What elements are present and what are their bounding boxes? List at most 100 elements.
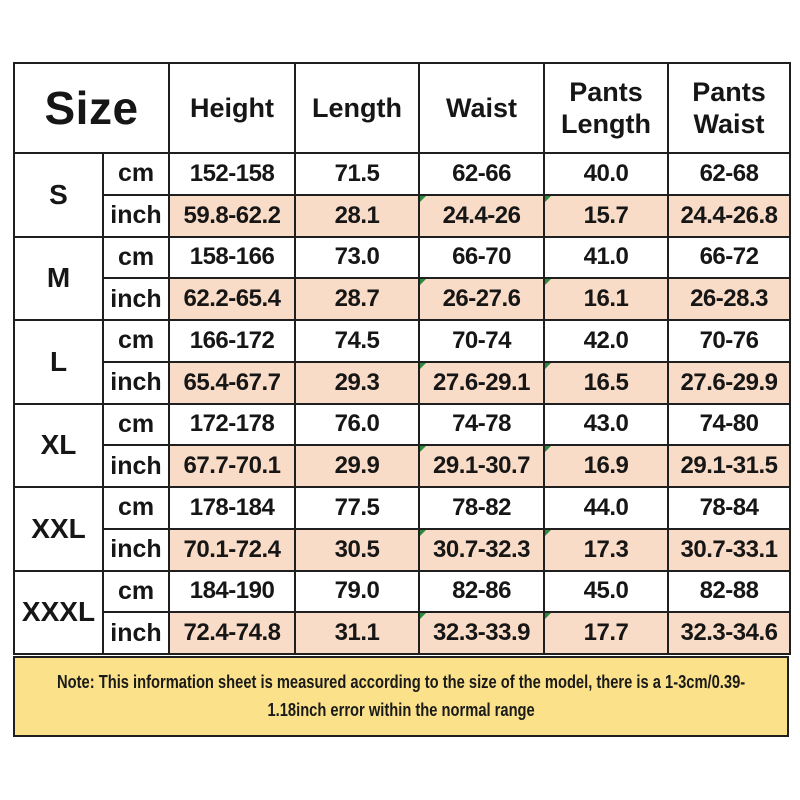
data-cell: 17.7: [543, 611, 670, 655]
data-cell: 27.6-29.1: [418, 360, 546, 405]
unit-label-inch: inch: [101, 193, 171, 238]
data-cell: 26-28.3: [667, 277, 792, 321]
column-header-pants-length: Pants Length: [543, 62, 670, 154]
size-row-cm: XL cm 172-178 76.0 74-78 43.0 74-80: [13, 402, 792, 488]
data-cell: 70.1-72.4: [168, 527, 297, 572]
data-cell: 31.1: [294, 611, 421, 655]
data-cell: 30.5: [294, 527, 421, 572]
cell-flag-icon: [420, 613, 427, 620]
column-header-pants-waist: Pants Waist: [667, 62, 792, 154]
data-cell: 74-80: [667, 402, 792, 447]
cell-value: 17.3: [583, 535, 629, 563]
data-cell: 66-72: [667, 235, 792, 280]
data-cell: 24.4-26: [418, 193, 546, 238]
data-cell: 43.0: [543, 402, 670, 447]
column-header-height: Height: [168, 62, 297, 154]
data-cell: 78-84: [667, 486, 792, 530]
size-row-inch: inch 59.8-62.2 28.1 24.4-26 15.7 24.4-26…: [14, 193, 792, 238]
cell-flag-icon: [545, 613, 552, 620]
data-cell: 17.3: [543, 527, 670, 572]
data-cell: 70-74: [418, 319, 546, 363]
data-cell: 16.1: [543, 277, 670, 321]
cell-flag-icon: [545, 529, 552, 536]
cell-value: 16.9: [583, 452, 629, 480]
data-cell: 79.0: [294, 569, 421, 614]
data-cell: 40.0: [543, 152, 670, 196]
data-cell: 172-178: [168, 402, 297, 447]
data-cell: 82-88: [667, 569, 792, 614]
cell-flag-icon: [545, 362, 552, 369]
cell-flag-icon: [545, 195, 552, 202]
cell-flag-icon: [420, 446, 427, 453]
data-cell: 29.3: [294, 360, 421, 405]
note-line-2: 1.18inch error within the normal range: [267, 699, 535, 720]
data-cell: 32.3-33.9: [418, 611, 546, 655]
size-row-inch: inch 72.4-74.8 31.1 32.3-33.9 17.7 32.3-…: [14, 611, 792, 655]
size-table: Size Height Length Waist Pants Length Pa…: [12, 62, 792, 655]
unit-label-cm: cm: [101, 152, 171, 196]
cell-value: 24.4-26: [442, 201, 521, 229]
size-header: Size: [12, 62, 171, 154]
size-label-xl: XL: [13, 402, 104, 488]
data-cell: 16.5: [543, 360, 670, 405]
size-label-m: M: [13, 235, 104, 321]
unit-label-inch: inch: [101, 611, 171, 655]
header-row: Size Height Length Waist Pants Length Pa…: [12, 62, 792, 154]
cell-value: 16.5: [583, 368, 629, 396]
cell-value: 26-27.6: [442, 285, 521, 313]
data-cell: 62-66: [418, 152, 546, 196]
data-cell: 44.0: [543, 486, 670, 530]
cell-value: 15.7: [583, 201, 629, 229]
data-cell: 72.4-74.8: [168, 611, 297, 655]
data-cell: 73.0: [294, 235, 421, 280]
data-cell: 178-184: [168, 486, 297, 530]
data-cell: 26-27.6: [418, 277, 546, 321]
data-cell: 62-68: [667, 152, 792, 196]
cell-value: 27.6-29.1: [433, 368, 530, 396]
column-header-waist: Waist: [418, 62, 546, 154]
cell-value: 29.1-30.7: [433, 452, 530, 480]
note-text: Note: This information sheet is measured…: [57, 669, 745, 725]
data-cell: 59.8-62.2: [168, 193, 297, 238]
size-row-inch: inch 67.7-70.1 29.9 29.1-30.7 16.9 29.1-…: [14, 444, 792, 488]
size-row-inch: inch 62.2-65.4 28.7 26-27.6 16.1 26-28.3: [14, 277, 792, 321]
data-cell: 67.7-70.1: [168, 444, 297, 488]
size-row-cm: M cm 158-166 73.0 66-70 41.0 66-72: [13, 235, 792, 321]
data-cell: 41.0: [543, 235, 670, 280]
unit-label-inch: inch: [101, 277, 171, 321]
data-cell: 78-82: [418, 486, 546, 530]
data-cell: 29.1-30.7: [418, 444, 546, 488]
unit-label-cm: cm: [101, 402, 171, 447]
data-cell: 62.2-65.4: [168, 277, 297, 321]
data-cell: 152-158: [168, 152, 297, 196]
data-cell: 158-166: [168, 235, 297, 280]
data-cell: 45.0: [543, 569, 670, 614]
data-cell: 42.0: [543, 319, 670, 363]
size-label-xxxl: XXXL: [13, 569, 104, 655]
unit-label-inch: inch: [101, 360, 171, 405]
data-cell: 32.3-34.6: [667, 611, 792, 655]
data-cell: 30.7-33.1: [667, 527, 792, 572]
cell-value: 17.7: [583, 619, 629, 647]
unit-label-inch: inch: [101, 527, 171, 572]
data-cell: 166-172: [168, 319, 297, 363]
size-label-s: S: [13, 152, 104, 238]
cell-flag-icon: [420, 362, 427, 369]
data-cell: 66-70: [418, 235, 546, 280]
size-row-cm: XXL cm 178-184 77.5 78-82 44.0 78-84: [13, 486, 792, 572]
data-cell: 16.9: [543, 444, 670, 488]
data-cell: 28.1: [294, 193, 421, 238]
data-cell: 77.5: [294, 486, 421, 530]
data-cell: 65.4-67.7: [168, 360, 297, 405]
data-cell: 74-78: [418, 402, 546, 447]
unit-label-cm: cm: [101, 569, 171, 614]
cell-flag-icon: [545, 446, 552, 453]
cell-flag-icon: [545, 279, 552, 286]
data-cell: 30.7-32.3: [418, 527, 546, 572]
unit-label-inch: inch: [101, 444, 171, 488]
column-header-length: Length: [294, 62, 421, 154]
size-row-cm: S cm 152-158 71.5 62-66 40.0 62-68: [13, 152, 792, 238]
data-cell: 27.6-29.9: [667, 360, 792, 405]
size-label-xxl: XXL: [13, 486, 104, 572]
